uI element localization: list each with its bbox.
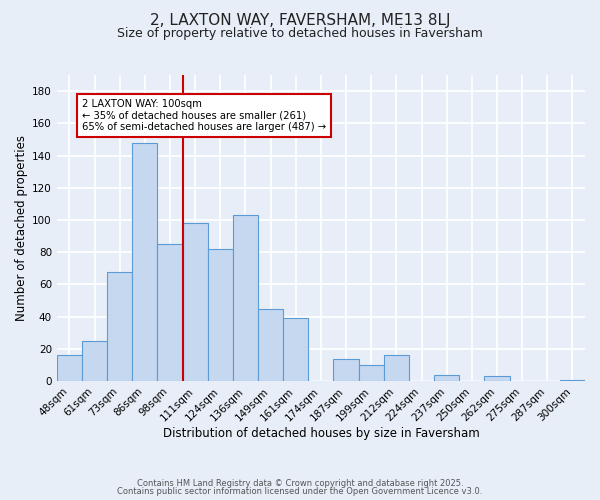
Bar (560, 380, 585, 381)
Bar (57, 356, 82, 381)
Bar (132, 142, 157, 381)
Bar (484, 376, 509, 381)
Bar (434, 374, 459, 381)
Bar (82, 341, 107, 381)
Text: Size of property relative to detached houses in Faversham: Size of property relative to detached ho… (117, 28, 483, 40)
Text: Contains public sector information licensed under the Open Government Licence v3: Contains public sector information licen… (118, 487, 482, 496)
Bar (182, 223, 208, 381)
Text: Contains HM Land Registry data © Crown copyright and database right 2025.: Contains HM Land Registry data © Crown c… (137, 478, 463, 488)
Bar (233, 215, 258, 381)
Bar (283, 318, 308, 381)
Bar (157, 244, 182, 381)
Bar (384, 356, 409, 381)
X-axis label: Distribution of detached houses by size in Faversham: Distribution of detached houses by size … (163, 427, 479, 440)
Bar (107, 272, 132, 381)
Text: 2 LAXTON WAY: 100sqm
← 35% of detached houses are smaller (261)
65% of semi-deta: 2 LAXTON WAY: 100sqm ← 35% of detached h… (82, 99, 326, 132)
Bar (359, 365, 384, 381)
Text: 2, LAXTON WAY, FAVERSHAM, ME13 8LJ: 2, LAXTON WAY, FAVERSHAM, ME13 8LJ (150, 12, 450, 28)
Bar (258, 308, 283, 381)
Bar (208, 249, 233, 381)
Bar (334, 358, 359, 381)
Y-axis label: Number of detached properties: Number of detached properties (15, 135, 28, 321)
